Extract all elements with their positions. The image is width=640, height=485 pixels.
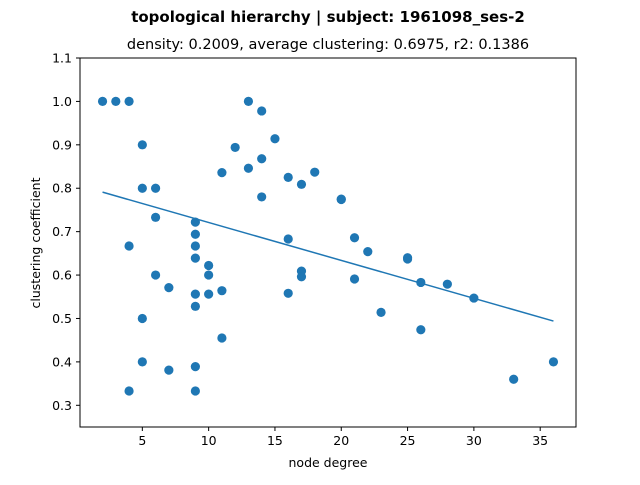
x-tick-label: 10 [201,433,217,448]
data-point [190,362,200,372]
data-point [190,386,200,396]
plot-area: 5 10 15 20 25 30 35 0.3 0.4 0.5 0.6 0.7 0.8 0.9 1.0 1.1 [52,51,577,448]
fit-line [102,191,554,322]
x-tick-label: 20 [333,433,349,448]
data-point [190,229,200,239]
y-tick-label: 0.7 [52,224,72,239]
x-tick-label: 15 [267,433,283,448]
data-point [217,333,227,343]
y-tick-label: 1.0 [52,94,72,109]
data-point [349,274,360,284]
data-point [190,241,200,251]
data-point [257,192,267,202]
data-point [230,142,240,153]
data-point [190,253,200,263]
data-point [150,212,161,222]
data-point [336,194,346,205]
data-point [124,241,134,251]
data-point [97,96,108,107]
y-tick-label: 0.8 [52,181,72,196]
data-point [416,325,426,335]
data-point [217,286,227,296]
data-point [204,260,214,271]
y-tick-label: 0.4 [52,354,72,369]
data-point [363,247,373,257]
data-point [257,106,267,116]
data-point [402,254,413,264]
data-point [283,172,293,182]
data-point [124,386,134,396]
data-point [296,272,307,282]
data-point [137,183,147,193]
data-point [376,307,386,317]
data-point [548,357,559,367]
data-point [283,234,293,244]
data-point [164,365,174,375]
y-tick-label: 1.1 [52,51,72,66]
data-point [283,288,293,298]
data-point [164,283,174,293]
data-point [509,374,519,384]
data-point [243,163,254,173]
data-point [204,289,214,299]
data-point [296,179,307,189]
data-point [137,357,147,367]
plot-frame [79,57,577,428]
data-point [217,168,227,178]
data-point [243,96,254,107]
data-point [204,270,214,280]
data-point [137,313,147,324]
y-tick-label: 0.5 [52,311,72,326]
data-point [257,154,267,164]
chart-title: topological hierarchy | subject: 1961098… [131,8,525,27]
data-point [124,96,134,107]
data-point [137,140,147,150]
x-axis-label: node degree [289,455,368,470]
y-tick-label: 0.3 [52,398,72,413]
x-tick-label: 25 [400,433,416,448]
data-point [270,134,280,144]
x-tick-label: 30 [466,433,482,448]
x-tick-label: 35 [532,433,548,448]
x-tick-label: 5 [138,433,146,448]
data-point [310,167,320,177]
y-axis-label: clustering coefficient [28,177,43,308]
y-tick-label: 0.9 [52,137,72,152]
y-tick-label: 0.6 [52,268,72,283]
data-point [349,233,360,243]
data-point [150,183,161,193]
data-point [150,270,161,280]
chart-subtitle: density: 0.2009, average clustering: 0.6… [127,37,529,53]
data-point [111,96,121,107]
data-point [442,279,452,289]
data-point [190,301,200,311]
data-point [190,289,200,299]
